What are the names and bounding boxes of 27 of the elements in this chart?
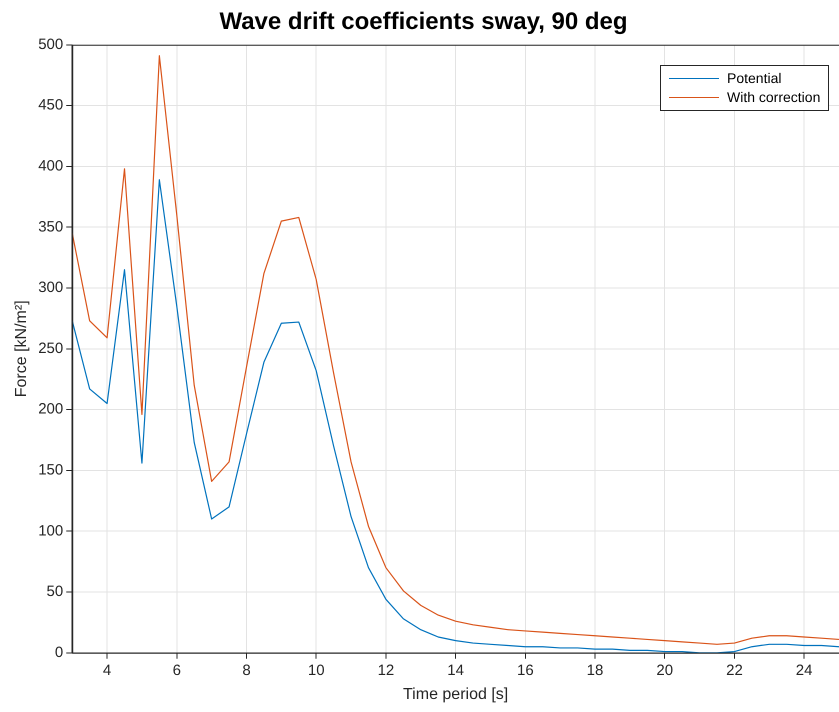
x-tick-label: 22 [726, 662, 743, 679]
legend-label: Potential [726, 69, 782, 88]
y-tick-label: 200 [38, 400, 64, 418]
x-tick-label: 6 [172, 662, 181, 679]
x-axis-title: Time period [s] [403, 686, 508, 703]
y-tick-label: 250 [38, 340, 64, 357]
y-tick-label: 500 [38, 36, 64, 53]
legend-label: With correction [726, 88, 820, 107]
x-tick-label: 12 [378, 662, 394, 679]
x-tick-label: 10 [308, 662, 325, 679]
x-tick-label: 4 [102, 662, 112, 679]
y-tick-label: 350 [38, 218, 64, 236]
x-tick-label: 8 [242, 662, 251, 679]
x-tick-label: 24 [796, 662, 812, 679]
y-tick-label: 50 [46, 583, 64, 600]
y-tick-label: 100 [38, 522, 64, 540]
y-tick-label: 0 [54, 644, 64, 661]
y-axis-title: Force [kN/m²] [13, 300, 30, 398]
y-tick-label: 450 [38, 96, 64, 114]
x-tick-label: 16 [516, 662, 534, 679]
x-tick-label: 18 [586, 662, 604, 679]
x-tick-label: 14 [447, 662, 464, 679]
y-tick-label: 150 [38, 462, 64, 479]
y-tick-label: 300 [38, 279, 64, 296]
chart-title: Wave drift coefficients sway, 90 deg [219, 8, 628, 36]
y-tick-label: 400 [38, 158, 64, 175]
x-tick-label: 20 [656, 662, 674, 679]
